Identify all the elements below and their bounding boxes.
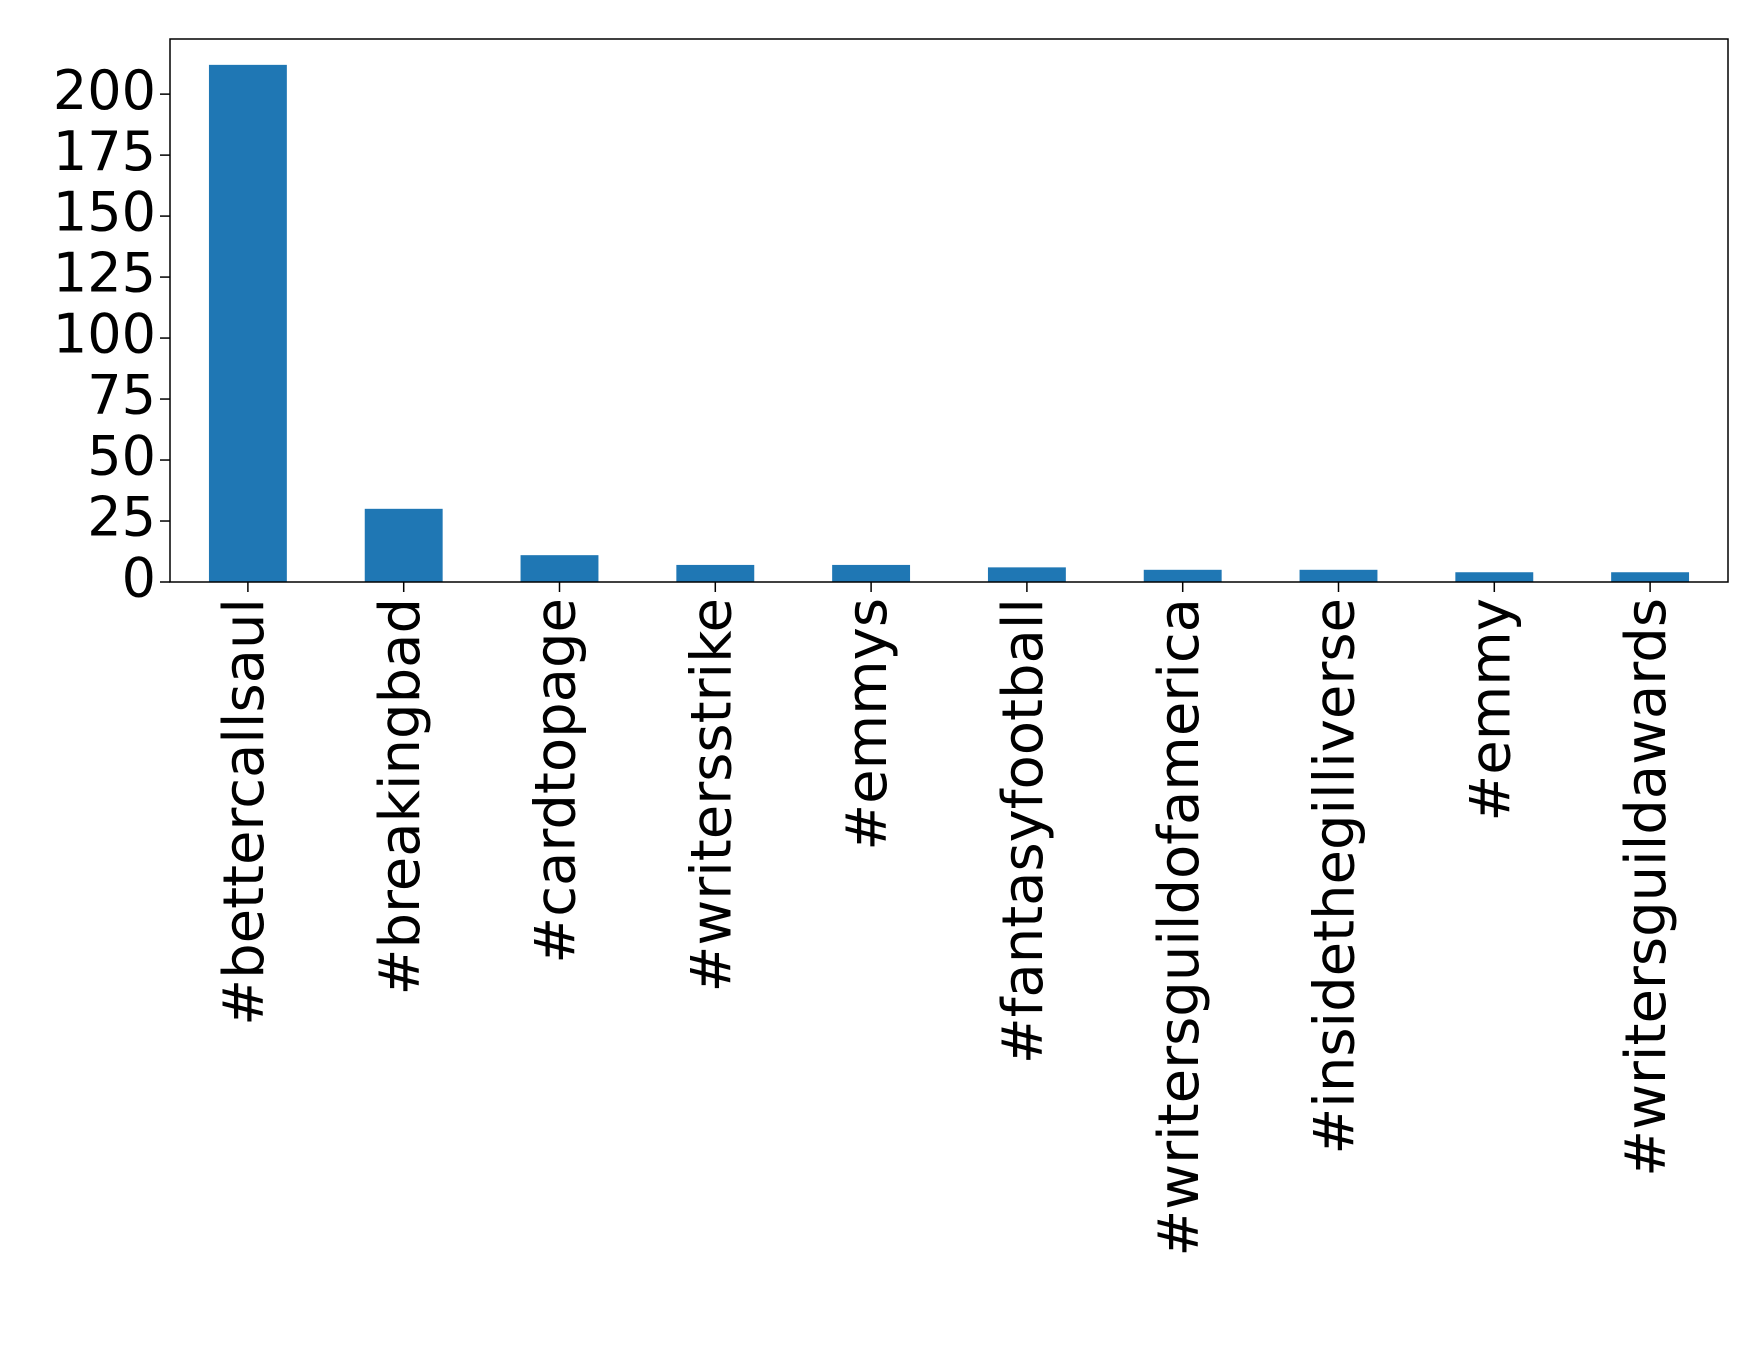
plot-frame: [169, 38, 1729, 583]
x-tick-label: #emmy: [1458, 598, 1523, 822]
bar: [987, 567, 1066, 582]
x-tick-label: #bettercallsaul: [212, 598, 277, 1026]
bar: [364, 508, 443, 582]
x-tick-label: #cardtopage: [524, 598, 589, 964]
y-tick-label: 100: [53, 303, 156, 366]
bar: [1611, 572, 1690, 582]
y-tick-label: 50: [87, 425, 156, 488]
y-tick-label: 25: [87, 486, 156, 549]
x-tick-label: #writersguildawards: [1614, 598, 1679, 1177]
bar: [1455, 572, 1534, 582]
y-tick-label: 0: [122, 547, 156, 610]
y-tick-label: 125: [53, 242, 156, 305]
bar: [676, 564, 755, 582]
bar: [520, 555, 599, 582]
y-tick-label: 75: [87, 364, 156, 427]
x-tick-label: #writersstrike: [679, 598, 744, 993]
x-tick-label: #insidethegilliverse: [1303, 598, 1368, 1155]
x-tick-label: #writersguildofamerica: [1147, 598, 1212, 1257]
y-tick-label: 200: [53, 59, 156, 122]
bar: [832, 564, 911, 582]
bar: [1299, 569, 1378, 582]
x-tick-label: #fantasyfootball: [991, 598, 1056, 1064]
y-tick-label: 175: [53, 120, 156, 183]
y-tick-label: 150: [53, 181, 156, 244]
bar: [208, 64, 287, 583]
x-tick-label: #breakingbad: [368, 598, 433, 995]
x-tick-label: #emmys: [835, 598, 900, 851]
bar: [1143, 569, 1222, 582]
